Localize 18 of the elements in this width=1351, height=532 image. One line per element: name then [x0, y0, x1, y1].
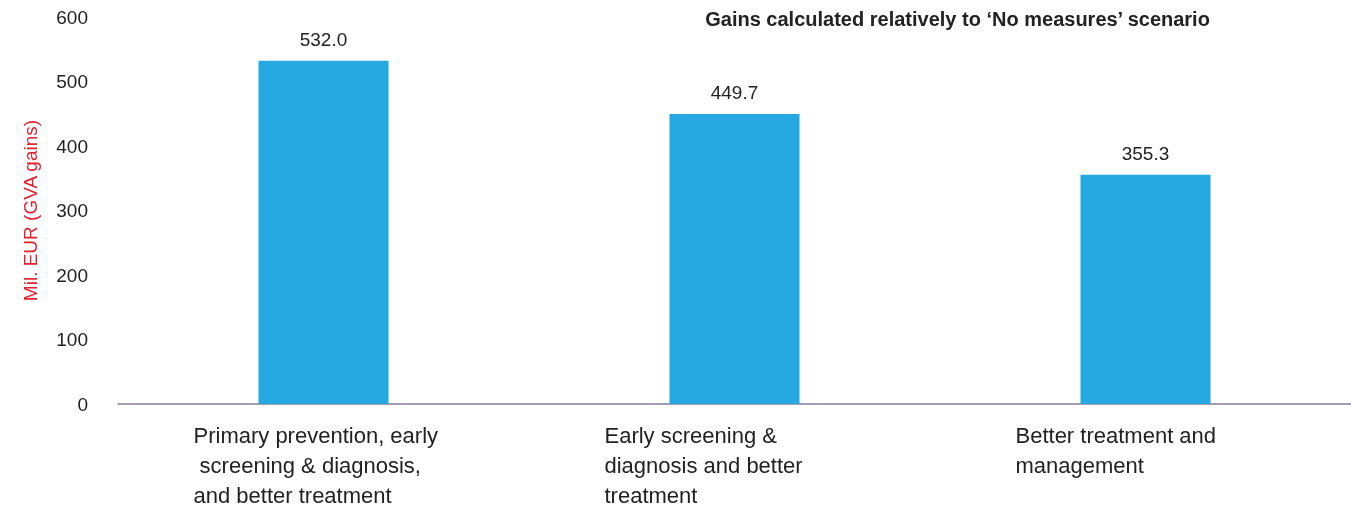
x-tick-label: Early screening & diagnosis and better treatment: [604, 422, 809, 508]
y-tick-label: 400: [56, 135, 88, 157]
data-label: 532.0: [299, 28, 348, 50]
data-label: 449.7: [710, 81, 759, 103]
bar: [1080, 174, 1211, 404]
y-tick-label: 200: [56, 264, 88, 286]
y-tick-label: 500: [56, 71, 88, 92]
x-tick-label: Better treatment and management: [1015, 422, 1223, 478]
x-tick-label: Primary prevention, early screening & diagnosis, and better treatment: [193, 422, 439, 508]
bar: [258, 60, 389, 404]
y-tick-label: 0: [77, 393, 88, 415]
bar: [669, 113, 800, 404]
chart-title: Gains calculated relatively to ‘No measures’ scenario: [705, 8, 1210, 30]
y-tick-label: 100: [56, 329, 88, 350]
y-axis-title: Mil. EUR (GVA gains): [20, 119, 41, 302]
y-tick-label: 600: [56, 6, 88, 28]
y-tick-label: 300: [56, 200, 88, 221]
data-label: 355.3: [1121, 142, 1170, 164]
